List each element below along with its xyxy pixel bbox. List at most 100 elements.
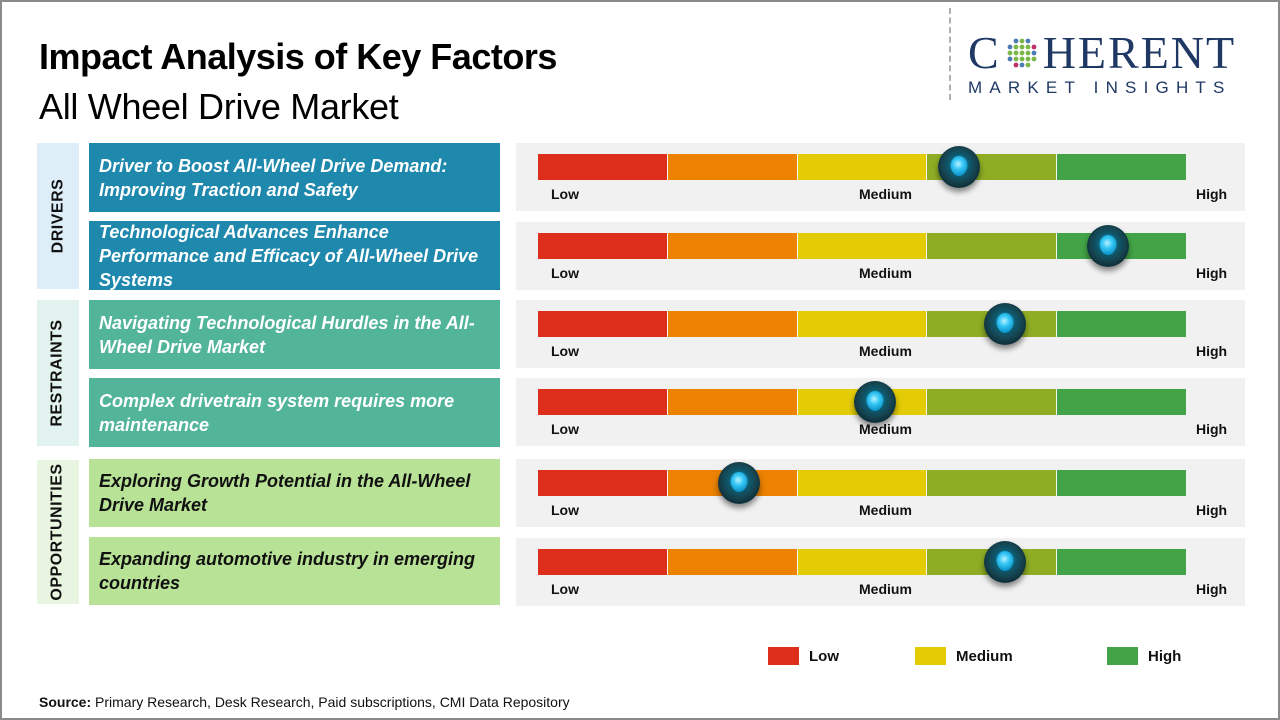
- impact-gauge: Low Medium High: [516, 459, 1245, 527]
- globe-dot: [1025, 38, 1031, 44]
- factor-box: Navigating Technological Hurdles in the …: [89, 300, 500, 369]
- gauge-label-high: High: [1196, 265, 1228, 281]
- gauge-label-low: Low: [551, 421, 579, 437]
- globe-dot: [1025, 44, 1031, 50]
- company-logo: C HERENT MARKET INSIGHTS: [968, 30, 1263, 98]
- legend-label: High: [1148, 647, 1182, 665]
- category-label: DRIVERS: [49, 178, 66, 254]
- gauge-segment-5: [1057, 311, 1186, 337]
- gauge-indicator-knob: [983, 541, 1026, 583]
- globe-dot: [1025, 56, 1031, 62]
- gauge-segment-4: [927, 389, 1058, 415]
- gauge-segment-1: [538, 311, 668, 337]
- gauge-segment-2: [667, 311, 798, 337]
- logo-letters-herent: HERENT: [1042, 27, 1237, 78]
- gauge-segment-4: [927, 233, 1058, 259]
- impact-gauge: Low Medium High: [516, 538, 1245, 606]
- gauge-indicator-knob: [717, 462, 760, 504]
- gauge-label-low: Low: [551, 502, 579, 518]
- gauge-bar: [538, 549, 1186, 575]
- gauge-indicator-knob: [1087, 225, 1130, 267]
- globe-dot: [1031, 50, 1037, 56]
- gauge-segment-2: [667, 154, 798, 180]
- globe-dot: [1007, 50, 1013, 56]
- logo-tagline: MARKET INSIGHTS: [968, 78, 1232, 97]
- factor-box: Driver to Boost All-Wheel Drive Demand: …: [89, 143, 500, 212]
- globe-dot: [1019, 38, 1025, 44]
- globe-dot: [1007, 56, 1013, 62]
- gauge-indicator-knob: [853, 381, 896, 423]
- gauge-label-low: Low: [551, 581, 579, 597]
- factor-box: Technological Advances Enhance Performan…: [89, 221, 500, 290]
- category-opportunities: OPPORTUNITIES: [37, 460, 79, 604]
- legend-item-low: Low: [768, 647, 839, 665]
- gauge-segment-5: [1057, 549, 1186, 575]
- gauge-bar: [538, 233, 1186, 259]
- legend-swatch-high: [1107, 647, 1138, 665]
- gauge-label-high: High: [1196, 502, 1228, 518]
- category-label: OPPORTUNITIES: [49, 463, 66, 601]
- globe-dot: [1019, 56, 1025, 62]
- gauge-indicator-knob: [983, 303, 1026, 345]
- gauge-label-medium: Medium: [859, 421, 912, 437]
- gauge-label-low: Low: [551, 343, 579, 359]
- globe-dot: [1013, 38, 1019, 44]
- category-label: RESTRAINTS: [49, 319, 67, 427]
- globe-dot: [1019, 44, 1025, 50]
- globe-dot: [1007, 44, 1013, 50]
- legend-swatch-medium: [915, 647, 946, 665]
- logo-wordmark: C HERENT: [968, 30, 1263, 76]
- gauge-segment-2: [667, 549, 798, 575]
- source-label: Source:: [39, 694, 92, 710]
- gauge-segment-5: [1057, 154, 1186, 180]
- legend-item-high: High: [1107, 647, 1181, 665]
- gauge-segment-1: [538, 233, 668, 259]
- legend-swatch-low: [768, 647, 799, 665]
- gauge-segment-3: [797, 233, 928, 259]
- gauge-bar: [538, 311, 1186, 337]
- gauge-segment-3: [797, 470, 928, 496]
- factor-box: Complex drivetrain system requires more …: [89, 378, 500, 447]
- gauge-indicator-knob: [938, 146, 981, 188]
- category-restraints: RESTRAINTS: [37, 300, 79, 446]
- gauge-label-medium: Medium: [859, 502, 912, 518]
- globe-dot: [1025, 62, 1031, 68]
- globe-dot: [1019, 62, 1025, 68]
- gauge-label-high: High: [1196, 186, 1228, 202]
- gauge-label-low: Low: [551, 186, 579, 202]
- globe-dot: [1013, 62, 1019, 68]
- gauge-segment-3: [797, 549, 928, 575]
- gauge-segment-1: [538, 389, 668, 415]
- globe-dot: [1025, 50, 1031, 56]
- globe-dot: [1013, 56, 1019, 62]
- page-title: Impact Analysis of Key Factors: [39, 36, 557, 77]
- globe-dot: [1031, 44, 1037, 50]
- globe-dot: [1019, 50, 1025, 56]
- factor-box: Expanding automotive industry in emergin…: [89, 537, 500, 605]
- source-text: Primary Research, Desk Research, Paid su…: [91, 694, 570, 710]
- gauge-segment-3: [797, 311, 928, 337]
- impact-gauge: Low Medium High: [516, 378, 1245, 446]
- source-note: Source: Primary Research, Desk Research,…: [39, 694, 570, 710]
- gauge-segment-1: [538, 154, 668, 180]
- legend-label: Medium: [956, 647, 1013, 665]
- factor-box: Exploring Growth Potential in the All-Wh…: [89, 459, 500, 527]
- gauge-segment-2: [667, 233, 798, 259]
- impact-gauge: Low Medium High: [516, 222, 1245, 290]
- gauge-label-high: High: [1196, 421, 1228, 437]
- category-drivers: DRIVERS: [37, 143, 79, 289]
- gauge-bar: [538, 154, 1186, 180]
- logo-letter-c: C: [968, 27, 1001, 78]
- legend-item-medium: Medium: [915, 647, 1013, 665]
- globe-dot: [1013, 50, 1019, 56]
- gauge-segment-1: [538, 470, 668, 496]
- gauge-bar: [538, 389, 1186, 415]
- gauge-label-high: High: [1196, 343, 1228, 359]
- gauge-segment-1: [538, 549, 668, 575]
- globe-dot: [1031, 56, 1037, 62]
- gauge-segment-5: [1057, 389, 1186, 415]
- globe-dots-icon: [1003, 34, 1041, 72]
- logo-divider: [949, 8, 951, 100]
- gauge-segment-3: [797, 154, 928, 180]
